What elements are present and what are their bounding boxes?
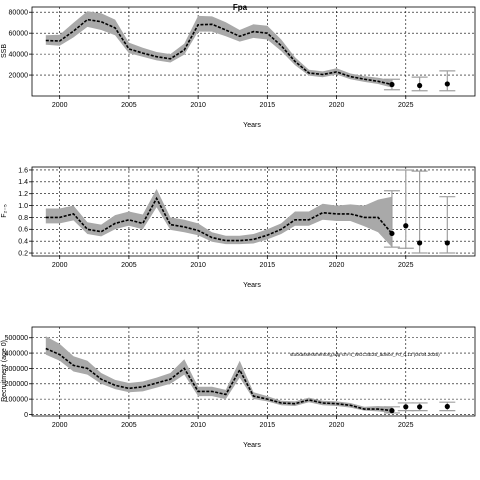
x-tick-label: 2015 bbox=[260, 102, 276, 109]
plot-frame bbox=[31, 166, 476, 257]
x-tick-label: 2015 bbox=[260, 422, 276, 429]
x-tick-label: 2005 bbox=[121, 102, 137, 109]
projection-point bbox=[389, 408, 395, 414]
confidence-band bbox=[45, 11, 392, 88]
plot-frame bbox=[31, 326, 476, 417]
projection-point bbox=[444, 240, 450, 246]
y-tick-label: 60000 bbox=[9, 31, 29, 38]
fishing-mortality-panel: F₂₋₅ Years 2000 2005 2010 2015 2020 2025 0.2 0.… bbox=[1, 166, 476, 289]
x-tick-label: 2025 bbox=[398, 262, 414, 269]
x-tick-label: 2000 bbox=[52, 422, 68, 429]
confidence-band bbox=[45, 336, 392, 413]
x-tick-label: 2010 bbox=[190, 102, 206, 109]
projection-point bbox=[403, 404, 409, 410]
x-tick-label: 2000 bbox=[52, 102, 68, 109]
projection-point bbox=[417, 240, 423, 246]
y-tick-label: 0.2 bbox=[18, 250, 28, 257]
y-tick-label: 0.8 bbox=[18, 215, 28, 222]
x-tick-label: 2015 bbox=[260, 262, 276, 269]
projection-point bbox=[444, 81, 450, 87]
projection-point bbox=[444, 403, 450, 410]
chart-annotation: stockassessmentorg,wfg-cm-4_WGCSE25_advi… bbox=[290, 352, 440, 357]
projection-point bbox=[417, 82, 423, 89]
x-axis-label: Years bbox=[243, 122, 261, 129]
y-tick-label: 0.4 bbox=[18, 239, 28, 246]
y-tick-label: 400000 bbox=[5, 350, 28, 357]
confidence-band bbox=[45, 189, 392, 248]
projection-point bbox=[389, 81, 395, 88]
x-axis-label: Years bbox=[243, 442, 261, 449]
y-tick-label: 1.4 bbox=[18, 179, 28, 186]
y-axis-label: F₂₋₅ bbox=[1, 204, 8, 218]
plot-frame bbox=[31, 6, 476, 97]
x-tick-label: 2020 bbox=[329, 102, 345, 109]
y-axis-label: SSB bbox=[1, 44, 8, 58]
y-tick-label: 40000 bbox=[9, 52, 29, 59]
recruitment-panel: Recruitment (age 0) Years stockassessmen… bbox=[1, 326, 476, 449]
x-tick-label: 2010 bbox=[190, 422, 206, 429]
x-tick-label: 2020 bbox=[329, 422, 345, 429]
y-tick-label: 20000 bbox=[9, 72, 29, 79]
y-tick-label: 0 bbox=[24, 412, 28, 419]
x-tick-label: 2025 bbox=[398, 422, 414, 429]
panel-title: Fpa bbox=[233, 3, 248, 12]
x-axis-label: Years bbox=[243, 282, 261, 289]
x-tick-label: 2010 bbox=[190, 262, 206, 269]
x-tick-label: 2005 bbox=[121, 262, 137, 269]
y-tick-label: 1.6 bbox=[18, 167, 28, 174]
y-tick-label: 1.0 bbox=[18, 203, 28, 210]
x-tick-label: 2000 bbox=[52, 262, 68, 269]
x-tick-label: 2020 bbox=[329, 262, 345, 269]
series-line bbox=[45, 196, 393, 242]
y-tick-label: 80000 bbox=[9, 10, 29, 17]
y-axis-label: Recruitment (age 0) bbox=[1, 340, 8, 402]
y-tick-label: 200000 bbox=[5, 381, 28, 388]
x-tick-label: 2025 bbox=[398, 102, 414, 109]
y-tick-label: 1.2 bbox=[18, 191, 28, 198]
projection-point bbox=[389, 230, 395, 237]
y-tick-label: 300000 bbox=[5, 366, 28, 373]
y-tick-label: 100000 bbox=[5, 397, 28, 404]
series-line bbox=[45, 347, 392, 412]
ssb-panel: Fpa SSB Years 2000 2005 2010 2015 2020 2025 20… bbox=[1, 3, 476, 129]
projection-point bbox=[417, 404, 423, 410]
series-line bbox=[45, 18, 393, 86]
y-tick-label: 0.6 bbox=[18, 227, 28, 234]
x-tick-label: 2005 bbox=[121, 422, 137, 429]
projection-point bbox=[403, 223, 409, 229]
y-tick-label: 500000 bbox=[5, 335, 28, 342]
